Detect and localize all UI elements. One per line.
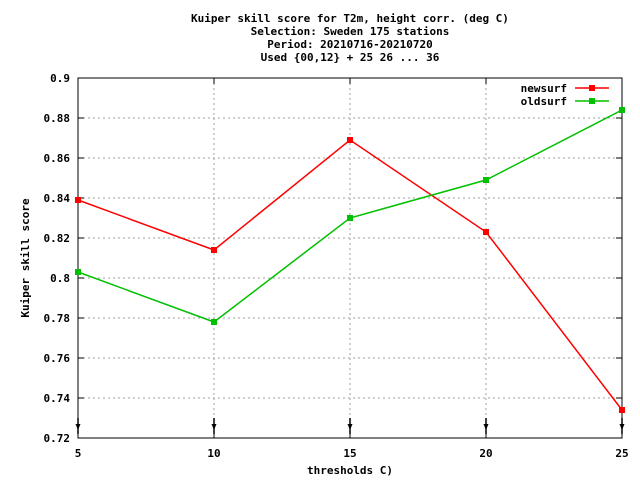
y-tick-label-1: 0.74: [44, 392, 71, 405]
y-tick-label-0: 0.72: [44, 432, 71, 445]
series: [75, 107, 625, 413]
x-tick-label-4: 25: [615, 447, 628, 460]
x-tick-label-2: 15: [343, 447, 356, 460]
chart-title: Kuiper skill score for T2m, height corr.…: [191, 12, 509, 64]
data-point-newsurf-2: [347, 137, 353, 143]
x-arrow-head-2: [347, 424, 353, 430]
title-line-3: Used {00,12} + 25 26 ... 36: [261, 51, 440, 64]
y-tick-label-4: 0.8: [50, 272, 70, 285]
legend-marker-oldsurf: [589, 98, 595, 104]
data-point-oldsurf-3: [483, 177, 489, 183]
x-arrow-head-4: [619, 424, 625, 430]
x-arrow-head-3: [483, 424, 489, 430]
legend-marker-newsurf: [589, 85, 595, 91]
y-tick-label-5: 0.82: [44, 232, 71, 245]
y-tick-label-8: 0.88: [44, 112, 71, 125]
data-point-oldsurf-0: [75, 269, 81, 275]
y-axis-label: Kuiper skill score: [19, 198, 32, 318]
legend-label-oldsurf: oldsurf: [521, 95, 567, 108]
grid: [78, 78, 622, 438]
data-point-oldsurf-1: [211, 319, 217, 325]
data-point-oldsurf-4: [619, 107, 625, 113]
y-tick-label-6: 0.84: [44, 192, 71, 205]
title-line-1: Selection: Sweden 175 stations: [251, 25, 450, 38]
x-axis-label: thresholds C): [307, 464, 393, 477]
data-point-newsurf-3: [483, 229, 489, 235]
data-point-newsurf-0: [75, 197, 81, 203]
x-tick-label-3: 20: [479, 447, 492, 460]
title-line-2: Period: 20210716-20210720: [267, 38, 433, 51]
x-arrow-head-0: [75, 424, 81, 430]
y-tick-label-9: 0.9: [50, 72, 70, 85]
data-point-newsurf-4: [619, 407, 625, 413]
y-tick-label-7: 0.86: [44, 152, 71, 165]
title-line-0: Kuiper skill score for T2m, height corr.…: [191, 12, 509, 25]
data-point-oldsurf-2: [347, 215, 353, 221]
x-axis-ticks: 5 10 15 20 25: [75, 78, 629, 460]
legend-label-newsurf: newsurf: [521, 82, 567, 95]
data-point-newsurf-1: [211, 247, 217, 253]
x-tick-label-1: 10: [207, 447, 220, 460]
y-tick-label-3: 0.78: [44, 312, 71, 325]
y-tick-label-2: 0.76: [44, 352, 71, 365]
y-axis-ticks: 0.72 0.74 0.76 0.78 0.8 0.82 0.84 0.86 0.88 0.9: [44, 72, 622, 445]
x-tick-label-0: 5: [75, 447, 82, 460]
x-arrow-head-1: [211, 424, 217, 430]
